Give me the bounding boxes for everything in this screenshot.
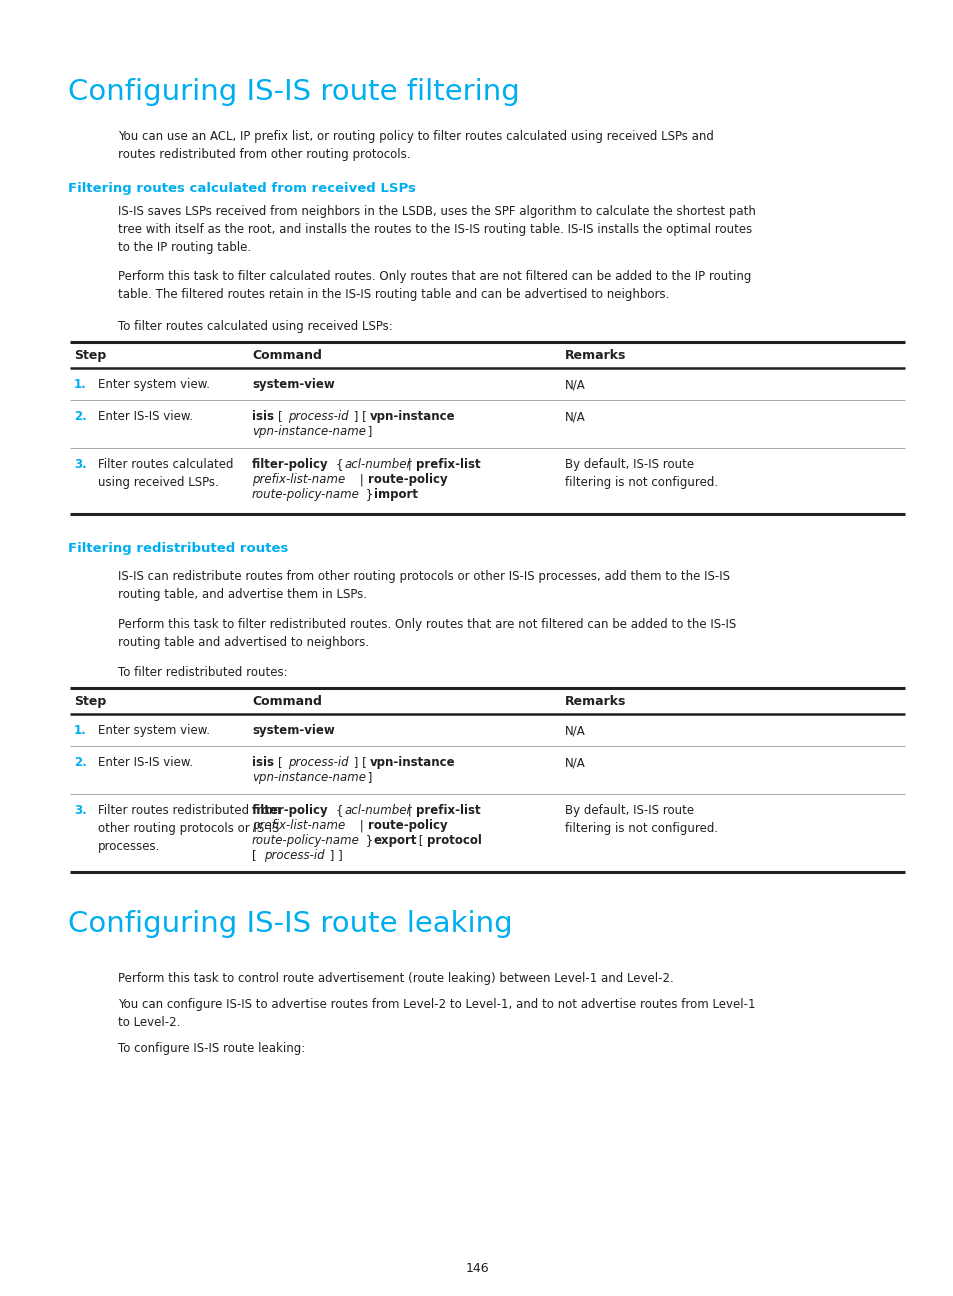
Text: route-policy: route-policy [368,473,447,486]
Text: acl-number: acl-number [345,457,412,470]
Text: isis: isis [252,756,274,769]
Text: N/A: N/A [564,378,585,391]
Text: Remarks: Remarks [564,695,626,708]
Text: Filter routes calculated
using received LSPs.: Filter routes calculated using received … [98,457,233,489]
Text: To configure IS-IS route leaking:: To configure IS-IS route leaking: [118,1042,305,1055]
Text: route-policy-name: route-policy-name [252,835,359,848]
Text: Remarks: Remarks [564,349,626,362]
Text: Enter system view.: Enter system view. [98,724,210,737]
Text: filter-policy: filter-policy [252,804,328,816]
Text: ] [: ] [ [350,410,366,422]
Text: Enter IS-IS view.: Enter IS-IS view. [98,410,193,422]
Text: process-id: process-id [288,756,348,769]
Text: Command: Command [252,695,321,708]
Text: prefix-list: prefix-list [416,804,480,816]
Text: By default, IS-IS route
filtering is not configured.: By default, IS-IS route filtering is not… [564,804,718,835]
Text: vpn-instance: vpn-instance [370,756,456,769]
Text: N/A: N/A [564,410,585,422]
Text: N/A: N/A [564,756,585,769]
Text: You can use an ACL, IP prefix list, or routing policy to filter routes calculate: You can use an ACL, IP prefix list, or r… [118,130,713,161]
Text: Configuring IS-IS route filtering: Configuring IS-IS route filtering [68,78,519,106]
Text: filter-policy: filter-policy [252,457,328,470]
Text: 3.: 3. [74,457,87,470]
Text: ] ]: ] ] [326,849,342,862]
Text: prefix-list-name: prefix-list-name [252,819,345,832]
Text: |: | [403,457,416,470]
Text: ] [: ] [ [350,756,366,769]
Text: To filter redistributed routes:: To filter redistributed routes: [118,666,287,679]
Text: [: [ [415,835,427,848]
Text: 146: 146 [465,1262,488,1275]
Text: 1.: 1. [74,724,87,737]
Text: }: } [361,489,376,502]
Text: 3.: 3. [74,804,87,816]
Text: process-id: process-id [264,849,324,862]
Text: By default, IS-IS route
filtering is not configured.: By default, IS-IS route filtering is not… [564,457,718,489]
Text: Perform this task to filter redistributed routes. Only routes that are not filte: Perform this task to filter redistribute… [118,618,736,649]
Text: [: [ [277,410,286,422]
Text: {: { [335,804,347,816]
Text: IS-IS saves LSPs received from neighbors in the LSDB, uses the SPF algorithm to : IS-IS saves LSPs received from neighbors… [118,205,755,254]
Text: IS-IS can redistribute routes from other routing protocols or other IS-IS proces: IS-IS can redistribute routes from other… [118,570,729,601]
Text: system-view: system-view [252,724,335,737]
Text: 1.: 1. [74,378,87,391]
Text: Step: Step [74,349,106,362]
Text: [: [ [252,849,260,862]
Text: vpn-instance-name: vpn-instance-name [252,425,366,438]
Text: |: | [403,804,416,816]
Text: Enter system view.: Enter system view. [98,378,210,391]
Text: Perform this task to filter calculated routes. Only routes that are not filtered: Perform this task to filter calculated r… [118,270,751,301]
Text: acl-number: acl-number [345,804,412,816]
Text: vpn-instance-name: vpn-instance-name [252,771,366,784]
Text: ]: ] [364,771,372,784]
Text: import: import [374,489,417,502]
Text: prefix-list-name: prefix-list-name [252,473,345,486]
Text: N/A: N/A [564,724,585,737]
Text: Filtering redistributed routes: Filtering redistributed routes [68,542,288,555]
Text: 2.: 2. [74,410,87,422]
Text: isis: isis [252,410,274,422]
Text: To filter routes calculated using received LSPs:: To filter routes calculated using receiv… [118,320,393,333]
Text: |: | [355,819,367,832]
Text: Filter routes redistributed from
other routing protocols or IS-IS
processes.: Filter routes redistributed from other r… [98,804,280,853]
Text: |: | [355,473,367,486]
Text: protocol: protocol [427,835,481,848]
Text: Enter IS-IS view.: Enter IS-IS view. [98,756,193,769]
Text: 2.: 2. [74,756,87,769]
Text: Command: Command [252,349,321,362]
Text: prefix-list: prefix-list [416,457,480,470]
Text: You can configure IS-IS to advertise routes from Level-2 to Level-1, and to not : You can configure IS-IS to advertise rou… [118,998,755,1029]
Text: }: } [361,835,376,848]
Text: Step: Step [74,695,106,708]
Text: Filtering routes calculated from received LSPs: Filtering routes calculated from receive… [68,181,416,194]
Text: route-policy: route-policy [368,819,447,832]
Text: Configuring IS-IS route leaking: Configuring IS-IS route leaking [68,910,512,938]
Text: {: { [335,457,347,470]
Text: process-id: process-id [288,410,348,422]
Text: vpn-instance: vpn-instance [370,410,456,422]
Text: route-policy-name: route-policy-name [252,489,359,502]
Text: export: export [374,835,417,848]
Text: Perform this task to control route advertisement (route leaking) between Level-1: Perform this task to control route adver… [118,972,673,985]
Text: ]: ] [364,425,372,438]
Text: [: [ [277,756,286,769]
Text: system-view: system-view [252,378,335,391]
